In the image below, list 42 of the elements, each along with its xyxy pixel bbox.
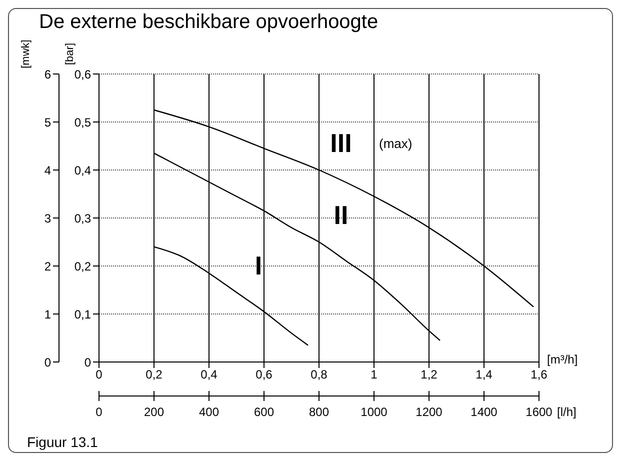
x2-tick-label: 1600 [526,405,553,419]
x-tick-label: 1,4 [476,368,493,382]
x2-tick-label: 600 [254,405,274,419]
x-tick-label: 0,4 [200,368,218,382]
y2-tick-label: 3 [44,211,52,226]
series-label: II [334,200,348,230]
chart-title: De externe beschikbare opvoerhoogte [38,10,380,34]
y2-axis-title: [mwk] [20,40,32,68]
y2-tick-label: 5 [44,115,52,130]
x2-tick-label: 800 [308,405,330,419]
y-tick-label: 0,1 [74,307,92,322]
series-label: I [254,250,262,280]
y-tick-label: 0,5 [74,115,92,130]
x-tick-label: 0,2 [146,368,163,382]
x-tick-label: 0 [96,368,103,382]
x-tick-label: 0,6 [256,368,273,382]
x-tick-label: 1,6 [530,368,548,382]
x-axis-title: [m³/h] [547,352,578,366]
y-tick-label: 0,2 [74,259,92,274]
x2-tick-label: 1400 [470,405,498,419]
y-tick-label: 0,6 [74,67,92,82]
y-tick-label: 0 [84,355,92,370]
y2-tick-label: 4 [44,163,52,178]
y2-tick-label: 6 [44,67,52,82]
x2-tick-label: 1000 [360,405,388,419]
x2-tick-label: 400 [198,405,220,419]
x-tick-label: 0,8 [310,368,328,382]
series-label: III [330,128,352,158]
x2-tick-label: 0 [96,405,103,419]
x2-tick-label: 1200 [416,405,443,419]
x2-axis-title: [l/h] [557,405,576,419]
text: Figuur 13.1 [26,433,99,450]
annotation: (max) [379,136,412,151]
y2-tick-label: 1 [44,307,52,322]
y2-tick-label: 2 [44,259,52,274]
x-tick-label: 1,2 [420,368,438,382]
x2-tick-label: 200 [144,405,164,419]
y-axis-title: [bar] [64,42,76,66]
x-tick-label: 1 [370,368,378,382]
y-tick-label: 0,4 [74,163,92,178]
y-tick-label: 0,3 [74,211,92,226]
y2-tick-label: 0 [44,355,52,370]
